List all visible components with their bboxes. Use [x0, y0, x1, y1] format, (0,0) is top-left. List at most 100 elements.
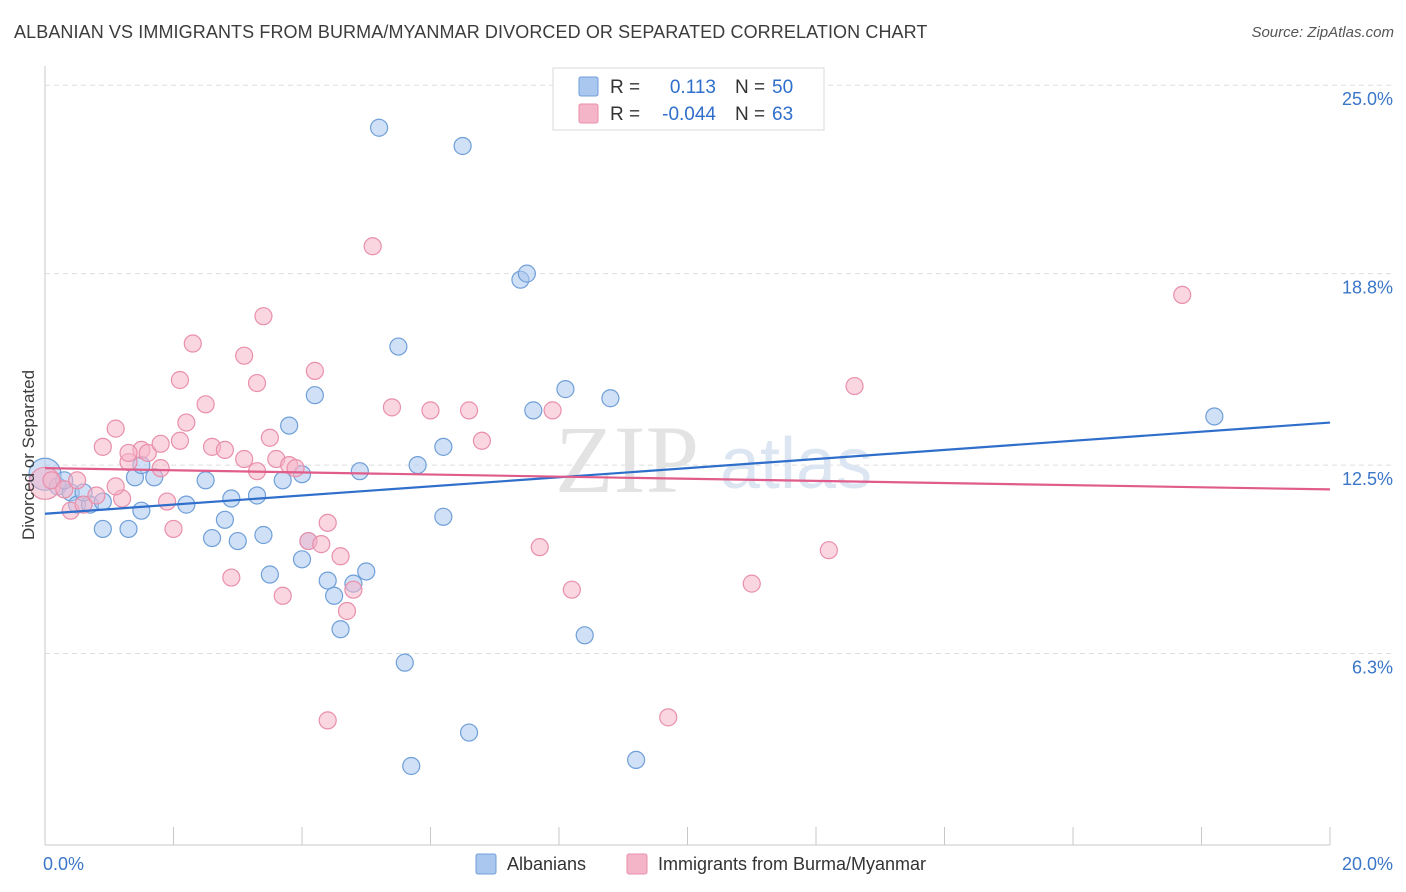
burma-point — [164, 519, 183, 539]
burma-point — [344, 580, 363, 599]
albanian-point — [395, 653, 414, 672]
legend-label-albanians: Albanians — [507, 854, 586, 874]
burma-point — [74, 495, 93, 514]
burma-point — [170, 431, 190, 450]
legend: Albanians Immigrants from Burma/Myanmar — [475, 853, 926, 875]
burma-point — [235, 346, 254, 365]
burma-point — [845, 376, 864, 396]
burma-point — [819, 541, 838, 560]
albanian-point — [601, 389, 620, 408]
albanian-point — [459, 723, 479, 742]
x-tick-label: 20.0% — [1342, 854, 1393, 874]
albanian-point — [119, 519, 138, 539]
albanian-point — [434, 507, 453, 526]
x-tick-label: 0.0% — [43, 854, 84, 874]
y-axis-label: Divorced or Separated — [19, 370, 38, 540]
burma-point — [106, 477, 125, 496]
legend-swatch-albanians — [475, 853, 497, 875]
burma-point — [543, 401, 562, 420]
tick-labels: 25.0% 18.8% 12.5% 6.3% 0.0% 20.0% — [43, 89, 1393, 874]
burma-point — [235, 449, 254, 469]
burma-point — [659, 708, 678, 727]
stats-r-value: -0.044 — [662, 104, 716, 125]
burma-point — [254, 307, 273, 326]
albanian-point — [202, 528, 222, 548]
albanian-point — [254, 525, 273, 545]
burma-point — [183, 334, 202, 353]
albanian-trend-line — [44, 421, 1331, 515]
albanian-point — [260, 565, 279, 584]
burma-point — [55, 480, 74, 499]
y-tick-label: 18.8% — [1342, 278, 1393, 298]
y-tick-label: 6.3% — [1352, 658, 1393, 678]
burma-point — [170, 370, 190, 390]
albanian-point — [222, 489, 241, 508]
albanian-point — [273, 471, 292, 490]
stats-n-value: 50 — [772, 77, 793, 98]
burma-point — [247, 373, 267, 393]
albanian-point — [132, 501, 151, 520]
burma-point — [363, 237, 382, 256]
burma-point — [562, 580, 581, 599]
watermark-zip: ZIP — [555, 406, 699, 513]
stats-swatch-burma — [578, 103, 599, 124]
albanian-point — [292, 550, 312, 569]
legend-swatch-burma — [626, 853, 648, 875]
burma-point — [106, 419, 125, 438]
albanian-point — [325, 586, 344, 605]
burma-point — [157, 492, 177, 511]
burma-point — [177, 413, 196, 432]
y-tick-label: 12.5% — [1342, 469, 1393, 489]
albanian-point — [402, 756, 421, 776]
burma-point — [337, 601, 357, 621]
burma-point — [382, 398, 402, 417]
axes — [44, 66, 1331, 846]
albanian-point — [370, 118, 389, 137]
burma-point — [68, 471, 87, 490]
stats-swatch-albanians — [578, 76, 599, 97]
burma-point — [286, 459, 305, 478]
burma-point — [260, 428, 279, 447]
burma-point — [305, 361, 324, 380]
albanian-point — [305, 386, 324, 405]
burma-point — [215, 440, 234, 460]
burma-point — [1173, 285, 1192, 305]
burma-point — [530, 538, 549, 557]
burma-point — [472, 431, 491, 450]
stats-n-label: N = — [735, 77, 765, 98]
source-label: Source: ZipAtlas.com — [1251, 24, 1394, 41]
burma-point — [151, 434, 170, 453]
albanian-point — [517, 264, 536, 283]
albanian-point — [215, 510, 234, 529]
burma-point — [93, 437, 112, 456]
burma-point — [742, 574, 761, 593]
legend-label-burma: Immigrants from Burma/Myanmar — [658, 854, 926, 874]
burma-point — [87, 486, 106, 505]
albanian-point — [350, 462, 369, 481]
stats-r-label: R = — [610, 77, 640, 98]
albanian-point — [626, 750, 646, 770]
stats-r-label: R = — [610, 104, 640, 125]
stats-r-value: 0.113 — [670, 77, 716, 98]
stats-box: R = 0.113 N = 50 R = -0.044 N = 63 — [552, 67, 825, 131]
albanian-point — [1205, 407, 1224, 426]
data-points — [28, 118, 1224, 776]
burma-point — [196, 395, 215, 414]
burma-point — [138, 443, 157, 463]
burma-point — [151, 459, 170, 478]
albanian-point — [408, 455, 427, 475]
albanian-point — [228, 531, 247, 551]
albanian-point — [453, 136, 472, 156]
trend-lines — [44, 421, 1331, 515]
stats-n-value: 63 — [772, 104, 793, 125]
albanian-point — [357, 562, 376, 581]
burma-trend-line — [44, 467, 1331, 491]
grid-lines — [45, 84, 1392, 655]
y-tick-label: 25.0% — [1342, 89, 1393, 109]
burma-point — [312, 535, 331, 554]
albanian-point — [434, 437, 453, 456]
albanian-point — [331, 620, 350, 639]
burma-point — [318, 513, 337, 532]
burma-point — [421, 401, 440, 420]
